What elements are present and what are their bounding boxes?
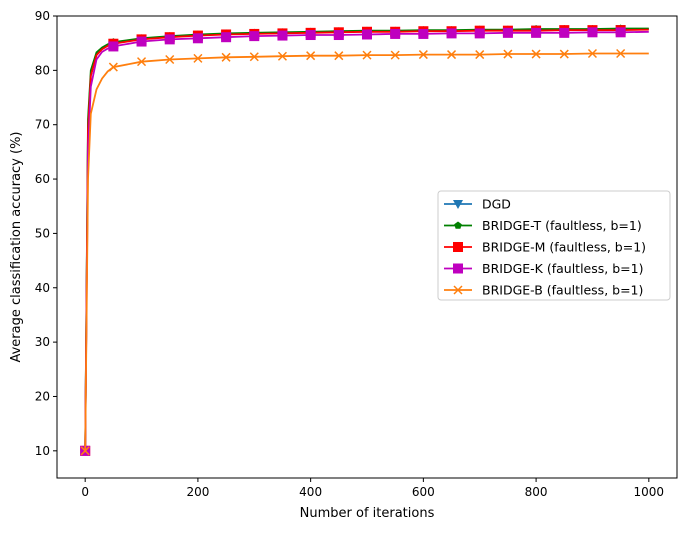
y-tick-label: 60 (35, 172, 50, 186)
legend-item: BRIDGE-K (faultless, b=1) (444, 261, 643, 276)
legend-item: BRIDGE-M (faultless, b=1) (444, 240, 646, 255)
data-point-marker (453, 263, 463, 274)
data-point-marker (362, 29, 372, 40)
data-point-marker (418, 28, 429, 39)
data-point-marker (502, 27, 513, 38)
y-tick-label: 30 (35, 335, 50, 349)
data-point-marker (192, 33, 203, 44)
data-point-marker (249, 52, 259, 62)
data-point-marker (80, 446, 90, 456)
data-point-marker (277, 30, 288, 41)
data-point-marker (474, 28, 485, 39)
data-point-marker (418, 50, 428, 60)
data-point-marker (165, 54, 175, 65)
plot-area (80, 24, 649, 456)
x-tick-label: 0 (81, 485, 89, 499)
data-point-marker (193, 53, 203, 63)
series-bridge-b (80, 48, 649, 456)
legend-item: BRIDGE-T (faultless, b=1) (444, 218, 642, 233)
legend-box (437, 190, 671, 301)
data-point-marker (616, 48, 626, 59)
data-point-marker (559, 49, 569, 59)
data-point-marker (136, 36, 147, 47)
legend-item: DGD (444, 197, 511, 212)
y-axis-label: Average classification accuracy (%) (9, 131, 24, 362)
legend-label: BRIDGE-T (faultless, b=1) (482, 218, 642, 233)
data-point-marker (390, 28, 401, 39)
x-tick-label: 400 (299, 485, 322, 499)
data-point-marker (587, 27, 598, 38)
data-point-marker (305, 30, 316, 41)
data-point-marker (503, 49, 513, 59)
legend-label: BRIDGE-B (faultless, b=1) (482, 283, 643, 298)
x-tick-label: 800 (525, 485, 548, 499)
series-line (84, 52, 649, 451)
x-axis-label: Number of iterations (300, 506, 435, 521)
data-point-marker (447, 50, 457, 60)
data-point-marker (531, 49, 541, 59)
data-point-marker (446, 28, 457, 39)
y-tick-label: 40 (35, 281, 50, 295)
data-point-marker (615, 27, 626, 38)
y-tick-label: 70 (35, 118, 50, 132)
data-point-marker (277, 51, 287, 61)
y-tick-label: 10 (35, 444, 50, 458)
y-tick-label: 80 (35, 63, 50, 77)
data-point-marker (531, 27, 542, 38)
legend-label: DGD (482, 197, 511, 212)
data-point-marker (362, 50, 372, 60)
data-point-marker (334, 51, 344, 61)
data-point-marker (249, 31, 260, 42)
data-point-marker (559, 27, 570, 38)
data-point-marker (454, 221, 462, 229)
data-point-marker (137, 57, 147, 67)
y-tick-label: 90 (35, 9, 50, 23)
data-point-marker (221, 32, 232, 43)
axis-ticks: 0 200 400 600 800 1000 10 20 30 40 50 60 70 80 90 (35, 9, 664, 499)
x-tick-label: 1000 (634, 485, 665, 499)
y-tick-label: 20 (35, 389, 50, 403)
y-tick-label: 50 (35, 226, 50, 240)
legend-label: BRIDGE-M (faultless, b=1) (482, 240, 646, 255)
data-point-marker (475, 50, 485, 60)
legend-label: BRIDGE-K (faultless, b=1) (482, 261, 643, 276)
axes-frame (56, 15, 678, 479)
data-point-marker (453, 285, 463, 295)
data-point-marker (306, 51, 316, 61)
data-point-marker (390, 50, 400, 60)
data-point-marker (453, 242, 463, 252)
data-point-marker (221, 52, 231, 62)
legend-item: BRIDGE-B (faultless, b=1) (444, 283, 643, 298)
legend: DGD BRIDGE-T (faultless, b=1) BRIDGE-M (fa… (437, 190, 671, 301)
data-point-marker (108, 62, 118, 72)
x-tick-label: 600 (412, 485, 435, 499)
x-tick-label: 200 (186, 485, 209, 499)
data-point-marker (108, 41, 119, 52)
data-point-marker (164, 34, 175, 45)
data-point-marker (453, 200, 463, 209)
data-point-marker (587, 48, 597, 59)
data-point-marker (333, 30, 344, 41)
